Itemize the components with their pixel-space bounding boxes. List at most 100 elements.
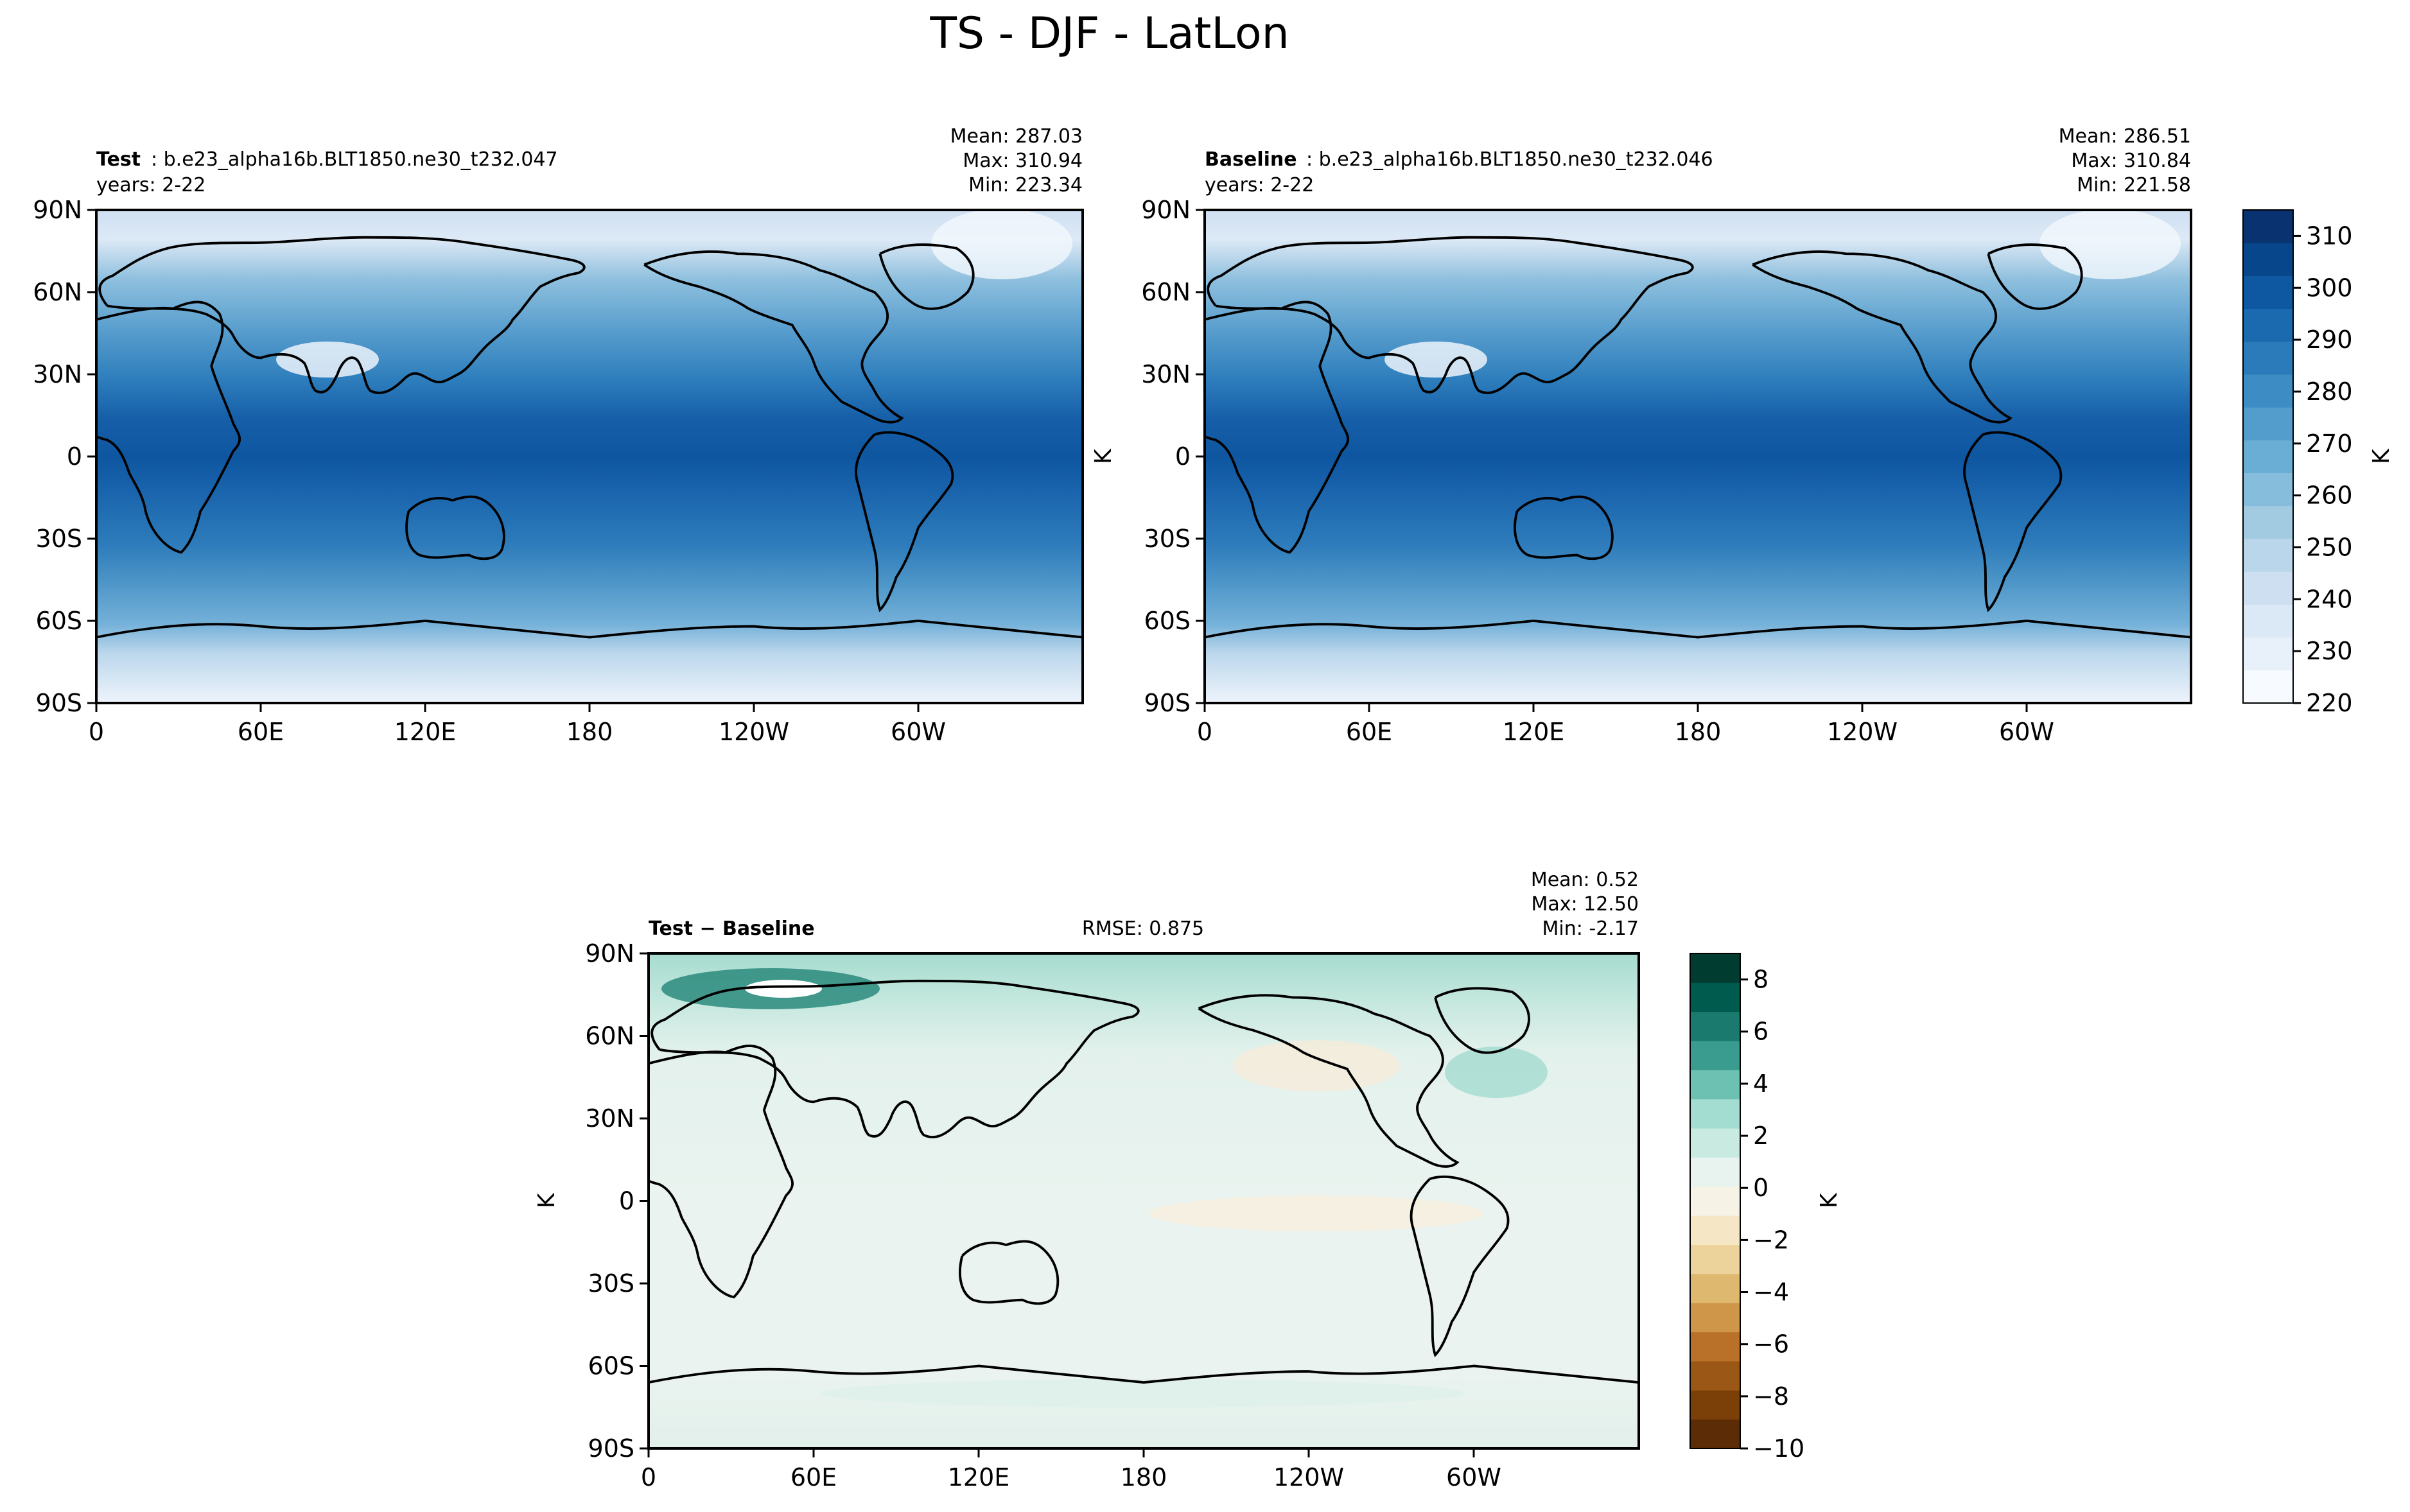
colorbar-blues-cell	[2243, 637, 2293, 671]
xtick-label: 60E	[238, 718, 284, 746]
diff-tropical-cool-band	[1149, 1195, 1483, 1231]
test-max: Max: 310.94	[963, 150, 1083, 172]
xtick-label: 60W	[1446, 1463, 1501, 1491]
colorbar-blues-cell	[2243, 571, 2293, 605]
ytick-label: 90S	[1144, 689, 1191, 717]
ytick-label: 90N	[33, 196, 82, 224]
colorbar-diverging-cell	[1690, 1332, 1740, 1362]
xtick-label: 120W	[1827, 718, 1898, 746]
diff-map-field	[649, 953, 1639, 1448]
diff-max: Max: 12.50	[1531, 893, 1639, 916]
colorbar-diverging-tick-label: −10	[1753, 1434, 1804, 1463]
colorbar-diverging-tick-label: −4	[1753, 1278, 1789, 1307]
colorbar-blues-tick-label: 290	[2306, 326, 2353, 354]
colorbar-blues-tick-label: 310	[2306, 222, 2353, 250]
panel-baseline: Baseline : b.e23_alpha16b.BLT1850.ne30_t…	[1090, 125, 2192, 746]
ytick-label: 90N	[1141, 196, 1191, 224]
xtick-label: 180	[1675, 718, 1722, 746]
baseline-axes: 0 60E 120E 180 120W 60W 90N 60N 30N 0 30S 60S 90S	[1141, 196, 2054, 746]
colorbar-diverging-cell	[1690, 1157, 1740, 1187]
colorbar-diverging-cell	[1690, 1215, 1740, 1246]
ytick-label: 60S	[1144, 607, 1191, 635]
xtick-label: 180	[1121, 1463, 1167, 1491]
baseline-title-bold: Baseline	[1205, 148, 1297, 171]
xtick-label: 120E	[1503, 718, 1565, 746]
colorbar-blues-tick-label: 300	[2306, 274, 2353, 302]
baseline-tibet-cold-spot	[1384, 342, 1487, 378]
ytick-label: 30S	[588, 1269, 634, 1298]
test-axes: 0 60E 120E 180 120W 60W 90N 60N 30N 0 30S 60S 90S	[33, 196, 946, 746]
xtick-label: 180	[566, 718, 613, 746]
colorbar-blues-cell	[2243, 275, 2293, 309]
colorbar-diverging-cell	[1690, 1128, 1740, 1158]
colorbar-diverging-tick-label: −2	[1753, 1226, 1789, 1254]
baseline-min: Min: 221.58	[2077, 174, 2191, 196]
colorbar-blues-ticks: 310 300 290 280 270 260 250 240 230 220	[2293, 222, 2353, 717]
diff-mean: Mean: 0.52	[1531, 869, 1639, 891]
colorbar-diverging-cell	[1690, 982, 1740, 1012]
colorbar-blues-tick-label: 240	[2306, 585, 2353, 613]
xtick-label: 120W	[719, 718, 789, 746]
baseline-max: Max: 310.84	[2071, 150, 2191, 172]
ytick-label: 30N	[1141, 360, 1191, 388]
colorbar-blues-tick-label: 230	[2306, 637, 2353, 665]
colorbar-diverging-label: K	[1816, 1192, 1842, 1208]
diff-title: Test − Baseline	[649, 917, 815, 940]
colorbar-blues-cell	[2243, 374, 2293, 408]
ytick-label: 30N	[585, 1104, 634, 1133]
xtick-label: 120E	[948, 1463, 1010, 1491]
colorbar-diverging-cell	[1690, 1360, 1740, 1391]
xtick-label: 0	[1197, 718, 1212, 746]
diff-min: Min: -2.17	[1542, 917, 1639, 940]
colorbar-blues-cell	[2243, 473, 2293, 507]
colorbar-diverging-tick-label: −6	[1753, 1330, 1789, 1359]
ytick-label: 30S	[1144, 525, 1191, 553]
ytick-label: 0	[619, 1187, 634, 1215]
colorbar-diverging-tick-label: −8	[1753, 1382, 1789, 1411]
colorbar-diverging-cells	[1690, 953, 1740, 1449]
xtick-label: 60W	[891, 718, 946, 746]
colorbar-blues-frame	[2242, 209, 2294, 704]
colorbar-blues-cell	[2243, 341, 2293, 375]
colorbar-diverging-tick-label: 8	[1753, 966, 1768, 994]
colorbar-blues-cell	[2243, 604, 2293, 638]
diff-axes: 0 60E 120E 180 120W 60W 90N 60N 30N 0 30S 60S 90S	[585, 939, 1501, 1491]
baseline-years: years: 2-22	[1205, 174, 1314, 196]
colorbar-blues-label: K	[2368, 448, 2395, 464]
colorbar-diverging-tick-label: 2	[1753, 1122, 1768, 1150]
ytick-label: 60S	[588, 1352, 634, 1380]
test-greenland-cold-spot	[931, 210, 1072, 279]
baseline-mean: Mean: 286.51	[2059, 125, 2191, 148]
ytick-label: 90N	[585, 939, 634, 968]
colorbar-blues-tick-label: 270	[2306, 430, 2353, 458]
colorbar-diverging-cell	[1690, 953, 1740, 983]
xtick-label: 60W	[1999, 718, 2054, 746]
colorbar-diverging-cell	[1690, 1070, 1740, 1100]
baseline-map-field	[1205, 210, 2191, 703]
panel-difference: Test − Baseline RMSE: 0.875 Mean: 0.52 M…	[534, 869, 1640, 1491]
colorbar-diverging-cell	[1690, 1011, 1740, 1041]
ytick-label: 30S	[36, 525, 82, 553]
test-title-rest: : b.e23_alpha16b.BLT1850.ne30_t232.047	[151, 148, 558, 171]
colorbar-diverging-cell	[1690, 1041, 1740, 1070]
colorbar-diverging-tick-label: 4	[1753, 1070, 1768, 1098]
colorbar-blues: 310 300 290 280 270 260 250 240 230 220 K	[2242, 209, 2395, 717]
colorbar-diverging-ticks: 8 6 4 2 0 −2 −4 −6 −8 −10	[1740, 966, 1804, 1463]
test-map-field	[96, 210, 1083, 703]
diff-southern-ocean-band	[822, 1379, 1464, 1407]
diff-ylabel: K	[534, 1192, 560, 1208]
xtick-label: 0	[641, 1463, 656, 1491]
colorbar-blues-cell	[2243, 670, 2293, 704]
colorbar-diverging-frame	[1690, 953, 1741, 1449]
ytick-label: 60N	[33, 278, 82, 306]
test-min: Min: 223.34	[968, 174, 1083, 196]
colorbar-diverging-cell	[1690, 1419, 1740, 1449]
colorbar-diverging-cell	[1690, 1244, 1740, 1274]
diff-barents-core	[745, 980, 822, 998]
colorbar-blues-tick-label: 260	[2306, 482, 2353, 510]
colorbar-diverging-cell	[1690, 1303, 1740, 1333]
colorbar-blues-cell	[2243, 539, 2293, 572]
figure-title: TS - DJF - LatLon	[929, 8, 1289, 59]
xtick-label: 60E	[790, 1463, 837, 1491]
